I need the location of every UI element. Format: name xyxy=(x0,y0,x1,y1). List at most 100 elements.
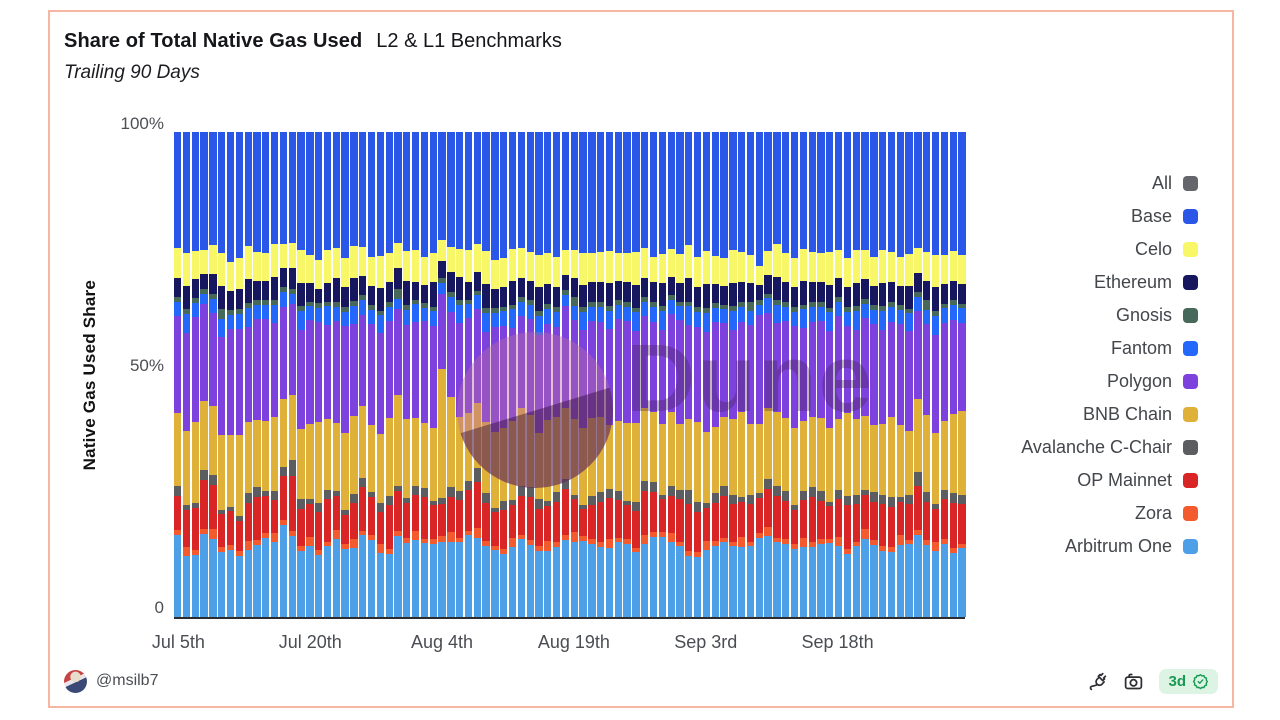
stacked-bar[interactable] xyxy=(623,132,631,617)
stacked-bar[interactable] xyxy=(870,132,878,617)
stacked-bar[interactable] xyxy=(605,132,614,617)
stacked-bar[interactable] xyxy=(191,132,199,617)
stacked-bar[interactable] xyxy=(315,132,323,617)
stacked-bar[interactable] xyxy=(270,132,279,617)
legend-item-op-mainnet[interactable]: OP Mainnet xyxy=(1021,469,1198,491)
stacked-bar[interactable] xyxy=(508,132,517,617)
stacked-bar[interactable] xyxy=(262,132,270,617)
stacked-bar[interactable] xyxy=(782,132,790,617)
stacked-bar[interactable] xyxy=(923,132,931,617)
stacked-bar[interactable] xyxy=(367,132,376,617)
stacked-bar[interactable] xyxy=(834,132,843,617)
legend-item-gnosis[interactable]: Gnosis xyxy=(1021,304,1198,326)
stacked-bar[interactable] xyxy=(482,132,490,617)
stacked-bar[interactable] xyxy=(535,132,543,617)
legend-item-fantom[interactable]: Fantom xyxy=(1021,337,1198,359)
screenshot-button[interactable] xyxy=(1123,671,1144,692)
stacked-bar[interactable] xyxy=(729,132,737,617)
stacked-bar[interactable] xyxy=(526,132,534,617)
stacked-bar[interactable] xyxy=(500,132,508,617)
legend-item-arbitrum-one[interactable]: Arbitrum One xyxy=(1021,535,1198,557)
stacked-bar[interactable] xyxy=(473,132,481,617)
stacked-bar[interactable] xyxy=(905,132,913,617)
stacked-bar[interactable] xyxy=(808,132,816,617)
stacked-bar[interactable] xyxy=(817,132,825,617)
stacked-bar[interactable] xyxy=(420,132,429,617)
stacked-bar[interactable] xyxy=(403,132,411,617)
stacked-bar[interactable] xyxy=(456,132,464,617)
stacked-bar[interactable] xyxy=(253,132,261,617)
stacked-bar[interactable] xyxy=(394,132,402,617)
stacked-bar[interactable] xyxy=(896,132,904,617)
stacked-bar[interactable] xyxy=(658,132,666,617)
stacked-bar[interactable] xyxy=(376,132,384,617)
stacked-bar[interactable] xyxy=(332,132,340,617)
stacked-bar[interactable] xyxy=(746,132,755,617)
stacked-bar[interactable] xyxy=(297,132,305,617)
legend-item-polygon[interactable]: Polygon xyxy=(1021,370,1198,392)
embed-plug-button[interactable] xyxy=(1087,671,1108,692)
stacked-bar[interactable] xyxy=(685,132,693,617)
stacked-bar[interactable] xyxy=(738,132,746,617)
stacked-bar[interactable] xyxy=(588,132,596,617)
plot-area[interactable] xyxy=(174,132,966,619)
stacked-bar[interactable] xyxy=(235,132,243,617)
stacked-bar[interactable] xyxy=(649,132,658,617)
author-link[interactable]: @msilb7 xyxy=(64,669,158,693)
stacked-bar[interactable] xyxy=(676,132,684,617)
legend-item-bnb-chain[interactable]: BNB Chain xyxy=(1021,403,1198,425)
stacked-bar[interactable] xyxy=(632,132,640,617)
stacked-bar[interactable] xyxy=(826,132,834,617)
stacked-bar[interactable] xyxy=(693,132,702,617)
stacked-bar[interactable] xyxy=(464,132,473,617)
stacked-bar[interactable] xyxy=(861,132,869,617)
stacked-bar[interactable] xyxy=(544,132,552,617)
stacked-bar[interactable] xyxy=(517,132,525,617)
stacked-bar[interactable] xyxy=(887,132,896,617)
stacked-bar[interactable] xyxy=(570,132,578,617)
stacked-bar[interactable] xyxy=(174,132,182,617)
stacked-bar[interactable] xyxy=(667,132,675,617)
stacked-bar[interactable] xyxy=(852,132,860,617)
stacked-bar[interactable] xyxy=(931,132,940,617)
stacked-bar[interactable] xyxy=(561,132,570,617)
stacked-bar[interactable] xyxy=(879,132,887,617)
stacked-bar[interactable] xyxy=(958,132,966,617)
stacked-bar[interactable] xyxy=(306,132,314,617)
stacked-bar[interactable] xyxy=(429,132,437,617)
stacked-bar[interactable] xyxy=(914,132,922,617)
stacked-bar[interactable] xyxy=(438,132,446,617)
stacked-bar[interactable] xyxy=(244,132,252,617)
stacked-bar[interactable] xyxy=(341,132,349,617)
stacked-bar[interactable] xyxy=(288,132,296,617)
stacked-bar[interactable] xyxy=(359,132,367,617)
stacked-bar[interactable] xyxy=(755,132,763,617)
stacked-bar[interactable] xyxy=(614,132,622,617)
stacked-bar[interactable] xyxy=(385,132,393,617)
stacked-bar[interactable] xyxy=(552,132,561,617)
legend-item-celo[interactable]: Celo xyxy=(1021,238,1198,260)
stacked-bar[interactable] xyxy=(843,132,852,617)
legend-item-all[interactable]: All xyxy=(1021,172,1198,194)
stacked-bar[interactable] xyxy=(702,132,711,617)
stacked-bar[interactable] xyxy=(411,132,420,617)
stacked-bar[interactable] xyxy=(491,132,499,617)
stacked-bar[interactable] xyxy=(182,132,191,617)
stacked-bar[interactable] xyxy=(711,132,719,617)
stacked-bar[interactable] xyxy=(764,132,772,617)
legend-item-base[interactable]: Base xyxy=(1021,205,1198,227)
stacked-bar[interactable] xyxy=(597,132,605,617)
stacked-bar[interactable] xyxy=(799,132,807,617)
legend-item-ethereum[interactable]: Ethereum xyxy=(1021,271,1198,293)
stacked-bar[interactable] xyxy=(200,132,208,617)
stacked-bar[interactable] xyxy=(949,132,957,617)
stacked-bar[interactable] xyxy=(940,132,948,617)
stacked-bar[interactable] xyxy=(790,132,799,617)
stacked-bar[interactable] xyxy=(350,132,358,617)
legend-item-avalanche-c-chair[interactable]: Avalanche C-Chair xyxy=(1021,436,1198,458)
stacked-bar[interactable] xyxy=(773,132,781,617)
stacked-bar[interactable] xyxy=(218,132,226,617)
stacked-bar[interactable] xyxy=(641,132,649,617)
stacked-bar[interactable] xyxy=(209,132,217,617)
legend-item-zora[interactable]: Zora xyxy=(1021,502,1198,524)
